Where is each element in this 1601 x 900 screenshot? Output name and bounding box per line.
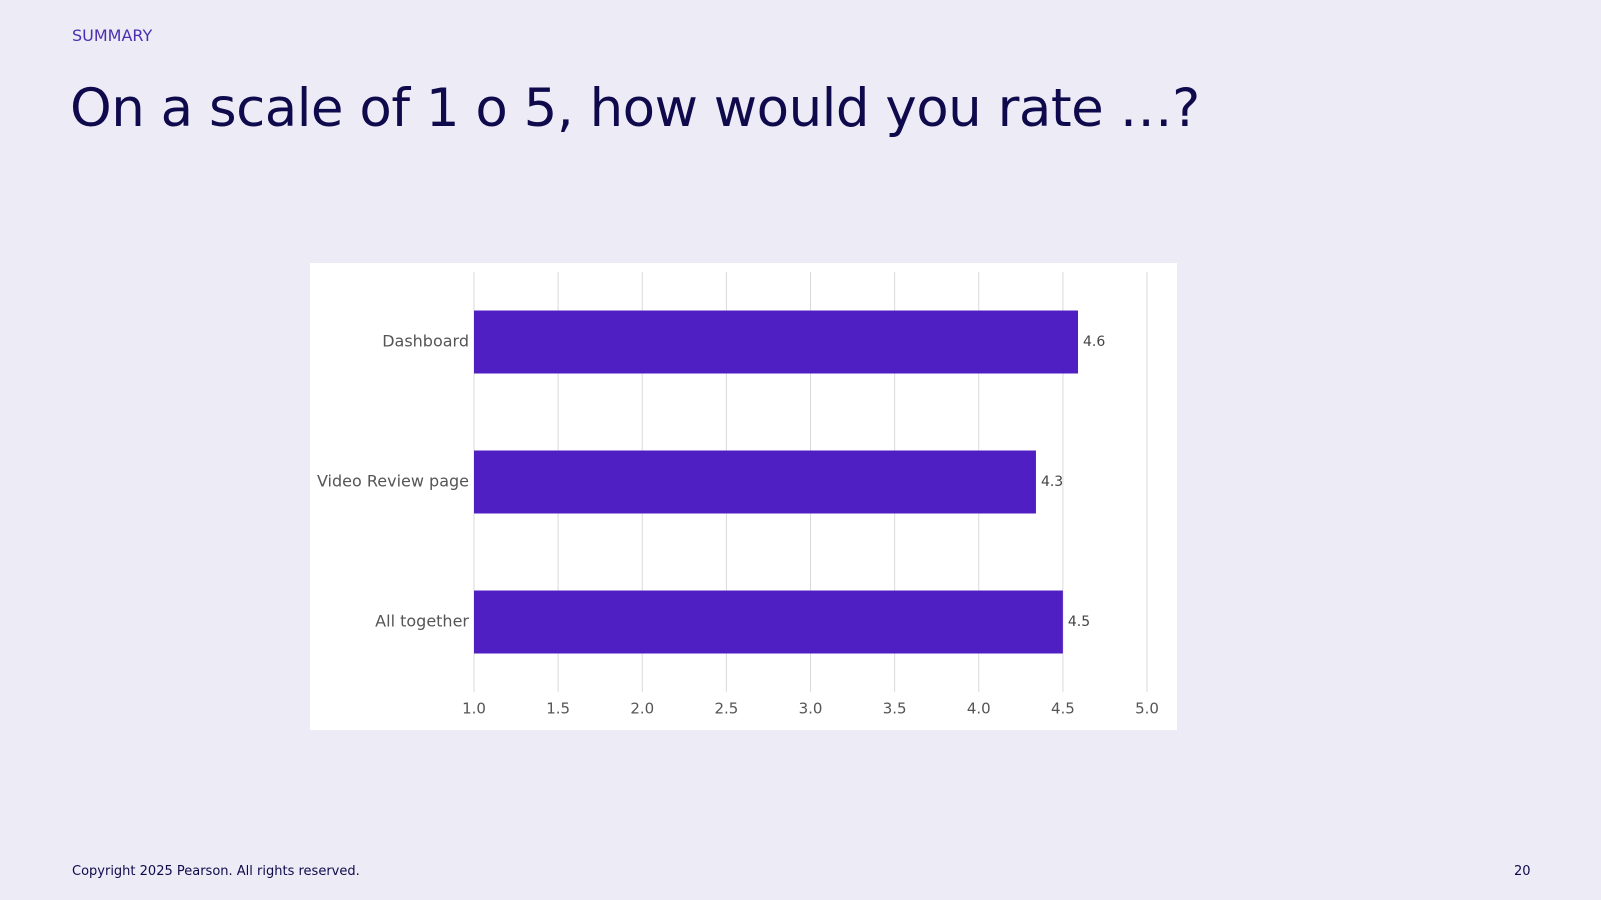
x-tick-label: 3.5 — [883, 700, 907, 718]
y-tick-label: All together — [375, 612, 469, 631]
x-tick-label: 5.0 — [1135, 700, 1159, 718]
slide-title: On a scale of 1 o 5, how would you rate … — [70, 78, 1200, 139]
x-tick-label: 2.5 — [714, 700, 738, 718]
x-tick-label: 2.0 — [630, 700, 654, 718]
data-label: 4.5 — [1068, 614, 1090, 630]
y-tick-label: Video Review page — [317, 472, 469, 491]
x-tick-label: 3.0 — [799, 700, 823, 718]
y-tick-label: Dashboard — [382, 332, 469, 351]
copyright: Copyright 2025 Pearson. All rights reser… — [72, 864, 360, 879]
x-tick-label: 4.0 — [967, 700, 991, 718]
bar — [474, 310, 1079, 374]
section-label: SUMMARY — [72, 26, 153, 45]
x-tick-label: 1.0 — [462, 700, 486, 718]
x-tick-label: 4.5 — [1051, 700, 1075, 718]
bar — [474, 450, 1036, 514]
page-number: 20 — [1514, 864, 1531, 879]
data-label: 4.6 — [1083, 334, 1105, 350]
data-label: 4.3 — [1041, 474, 1063, 490]
bar — [474, 590, 1063, 654]
x-tick-label: 1.5 — [546, 700, 570, 718]
